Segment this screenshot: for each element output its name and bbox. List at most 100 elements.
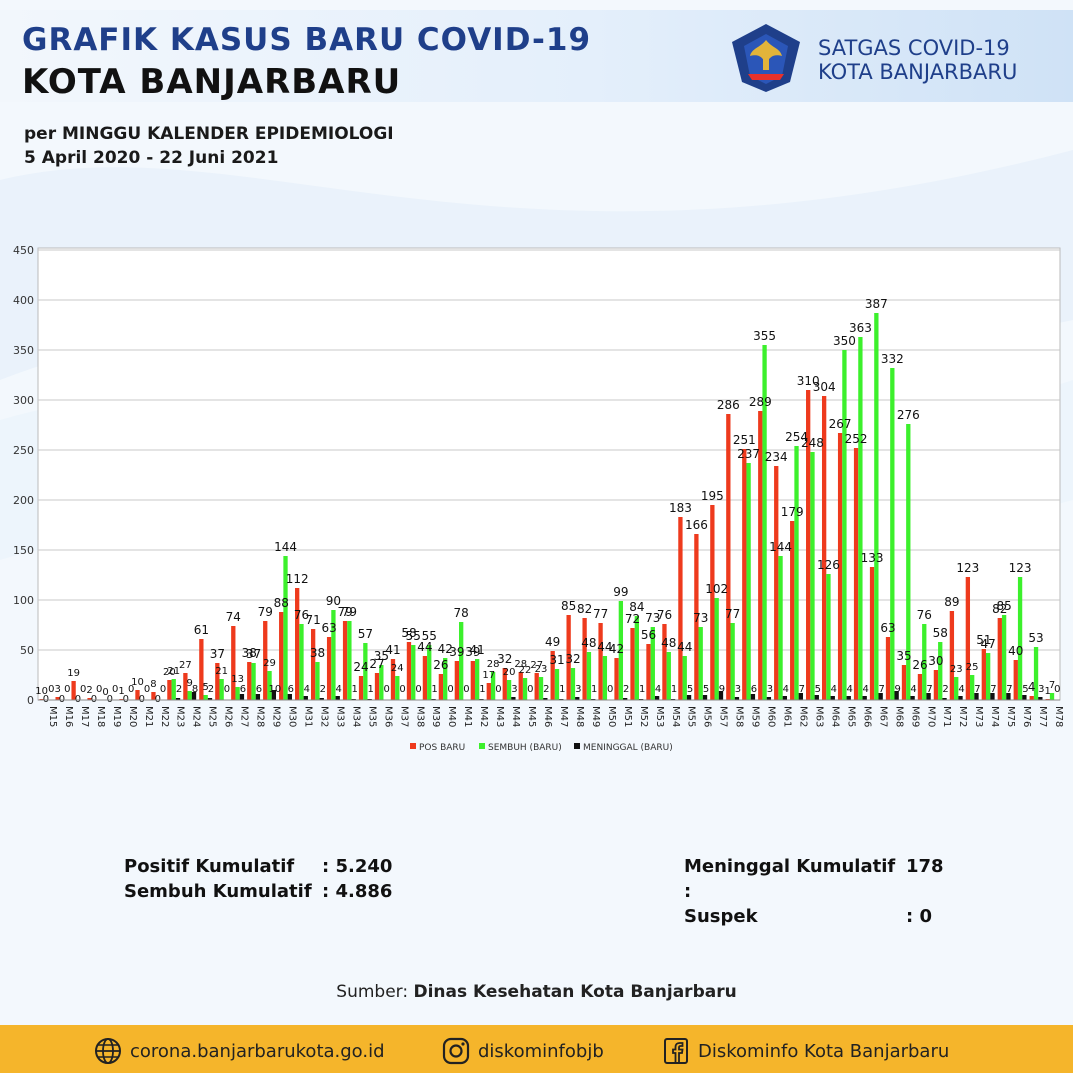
x-tick-label: M47 [558,706,569,727]
label-pos-baru: 123 [956,561,979,575]
label-meninggal-baru: 3 [511,684,517,695]
bar-sembuh-baru [1017,577,1023,700]
label-pos-baru: 10 [131,677,144,688]
label-pos-baru: 42 [609,642,624,656]
bar-pos-baru [518,672,523,700]
label-sembuh-baru: 25 [966,662,979,673]
label-pos-baru: 35 [896,649,911,663]
label-sembuh-baru: 41 [470,643,485,657]
bar-sembuh-baru [954,677,959,700]
label-sembuh-baru: 57 [358,627,373,641]
facebook-icon [664,1038,688,1064]
label-meninggal-baru: 5 [687,684,693,695]
x-tick-label: M17 [79,706,90,727]
bar-sembuh-baru [395,676,400,700]
label-sembuh-baru: 85 [996,599,1011,613]
x-tick-label: M69 [909,706,920,727]
label-sembuh-baru: 5 [202,682,208,693]
label-pos-baru: 20 [163,667,176,678]
x-tick-label: M21 [143,706,154,727]
bar-sembuh-baru [363,643,368,700]
x-tick-label: M71 [941,706,952,727]
bar-meninggal-baru [878,693,883,700]
label-pos-baru: 61 [194,623,209,637]
x-tick-label: M53 [654,706,665,727]
x-tick-label: M52 [638,706,649,727]
bar-pos-baru [422,656,428,700]
label-meninggal-baru: 5 [1022,684,1028,695]
y-tick-label: 250 [13,444,34,457]
bar-sembuh-baru [890,368,895,700]
bar-meninggal-baru [798,693,803,700]
facebook-link[interactable]: Diskominfo Kota Banjarbaru [662,1037,949,1065]
bar-meninggal-baru [1022,695,1027,700]
label-pos-baru: 56 [641,628,656,642]
instagram-link[interactable]: diskominfobjb [442,1037,604,1065]
x-tick-label: M61 [782,706,793,727]
label-sembuh-baru: 21 [167,666,180,677]
bar-sembuh-baru [490,672,496,700]
x-tick-label: M62 [798,706,809,727]
bar-sembuh-baru [315,662,320,700]
label-pos-baru: 71 [306,613,321,627]
label-meninggal-baru: 3 [575,684,581,695]
bar-pos-baru [997,618,1002,700]
x-tick-label: M18 [95,706,106,727]
bar-sembuh-baru [219,679,224,700]
x-tick-label: M49 [590,706,601,727]
label-sembuh-baru: 9 [187,678,193,689]
label-sembuh-baru: 58 [933,626,948,640]
bar-pos-baru [662,624,667,700]
bar-meninggal-baru [894,691,899,700]
x-tick-label: M72 [957,706,968,727]
label-meninggal-baru: 1 [639,684,645,695]
x-tick-label: M67 [877,706,888,727]
bar-sembuh-baru [618,601,624,700]
label-sembuh-baru: 47 [981,637,996,651]
x-tick-label: M15 [47,706,58,727]
cumulative-left: Positif Kumulatif: 5.240 Sembuh Kumulati… [124,854,392,904]
bar-meninggal-baru [766,697,772,700]
label-sembuh-baru: 55 [422,629,437,643]
bar-sembuh-baru [171,679,176,700]
label-meninggal-baru: 1 [352,684,358,695]
y-tick-label: 300 [13,394,34,407]
label-sembuh-baru: 44 [677,640,692,654]
label-pos-baru: 72 [625,612,640,626]
bar-pos-baru [183,673,188,700]
bar-meninggal-baru [543,698,548,700]
bar-meninggal-baru [750,694,756,700]
label-sembuh-baru: 77 [725,607,740,621]
label-sembuh-baru: 76 [294,608,309,622]
bar-pos-baru [167,680,172,700]
label-meninggal-baru: 0 [64,684,70,695]
label-pos-baru: 8 [150,679,156,690]
bar-meninggal-baru [862,696,867,700]
label-pos-baru: 41 [385,643,400,657]
y-axis: 0 50 100 150 200 250 300 350 400 450 [13,244,34,707]
x-tick-label: M27 [239,706,250,727]
y-tick-label: 0 [27,694,34,707]
label-pos-baru: 28 [514,659,527,670]
label-pos-baru: 85 [561,599,576,613]
x-tick-label: M68 [893,706,904,727]
label-pos-baru: 26 [433,658,448,672]
label-sembuh-baru: 144 [769,540,792,554]
label-pos-baru: 289 [749,395,772,409]
label-meninggal-baru: 7 [990,684,996,695]
x-axis: M15 M16 M17 M18 M19 M20 M21 M22 M23 M24 M25 M26 M27 M… [38,699,1064,727]
x-tick-label: M43 [494,706,505,727]
label-sembuh-baru: 350 [833,334,856,348]
label-sembuh-baru: 79 [342,605,357,619]
website-link[interactable]: corona.banjarbarukota.go.id [94,1037,385,1065]
bar-pos-baru [853,448,859,700]
source-prefix: Sumber: [336,982,414,1002]
bar-meninggal-baru [734,697,740,700]
bar-pos-baru [885,637,891,700]
label-meninggal-baru: 0 [80,684,86,695]
bar-sembuh-baru [506,680,512,700]
org-line2: KOTA BANJARBARU [818,60,1018,84]
footer-bar: corona.banjarbarukota.go.id diskominfobj… [0,1025,1073,1073]
recovered-value: : 4.886 [322,881,393,902]
bar-meninggal-baru [910,696,915,700]
